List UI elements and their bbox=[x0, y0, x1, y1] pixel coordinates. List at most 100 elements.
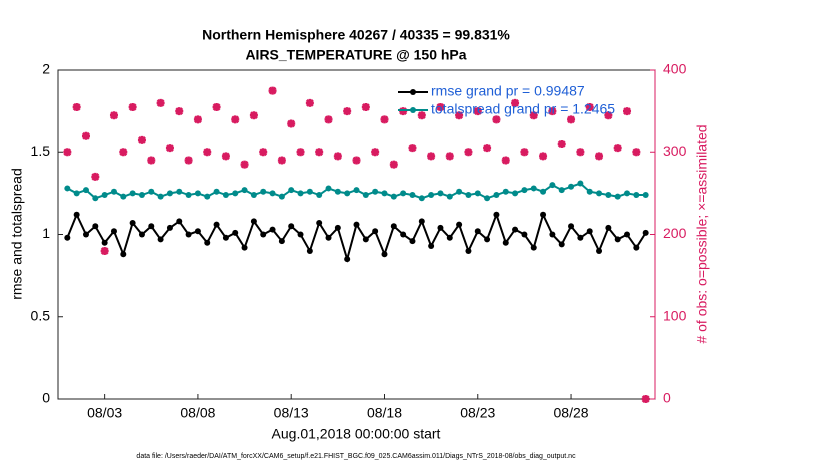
point bbox=[297, 231, 304, 238]
point bbox=[390, 223, 397, 230]
obs-marker bbox=[100, 246, 109, 255]
y-tick-label: 1 bbox=[42, 225, 50, 241]
obs-marker bbox=[156, 98, 165, 107]
point bbox=[110, 228, 117, 235]
y2-tick-label: 300 bbox=[663, 143, 687, 159]
point bbox=[633, 244, 640, 251]
point bbox=[400, 231, 407, 238]
point bbox=[194, 190, 201, 197]
obs-marker bbox=[221, 152, 230, 161]
y2-tick-label: 100 bbox=[663, 307, 687, 323]
point bbox=[82, 187, 89, 194]
obs-marker bbox=[109, 111, 118, 120]
point bbox=[213, 188, 220, 195]
point bbox=[353, 221, 360, 228]
obs-marker bbox=[165, 144, 174, 153]
point bbox=[278, 193, 285, 200]
obs-marker bbox=[399, 107, 408, 116]
point bbox=[633, 192, 640, 199]
obs-marker bbox=[380, 115, 389, 124]
point bbox=[138, 231, 145, 238]
point bbox=[568, 223, 575, 230]
point bbox=[185, 192, 192, 199]
point bbox=[232, 190, 239, 197]
point bbox=[428, 192, 435, 199]
obs-marker bbox=[539, 152, 548, 161]
point bbox=[400, 190, 407, 197]
point bbox=[73, 211, 80, 218]
obs-marker bbox=[548, 107, 557, 116]
point bbox=[101, 192, 108, 199]
point bbox=[493, 192, 500, 199]
y2-axis-label: # of obs: o=possible; ×=assimilated bbox=[694, 124, 710, 343]
point bbox=[269, 190, 276, 197]
obs-marker bbox=[445, 152, 454, 161]
point bbox=[325, 185, 332, 192]
point bbox=[493, 211, 500, 218]
point bbox=[316, 219, 323, 226]
point bbox=[250, 218, 257, 225]
obs-marker bbox=[417, 111, 426, 120]
obs-marker bbox=[193, 115, 202, 124]
obs-marker bbox=[137, 135, 146, 144]
point bbox=[176, 188, 183, 195]
obs-marker bbox=[371, 148, 380, 157]
point bbox=[316, 192, 323, 199]
point bbox=[605, 192, 612, 199]
point bbox=[586, 228, 593, 235]
point bbox=[596, 247, 603, 254]
obs-marker bbox=[501, 156, 510, 165]
obs-marker bbox=[203, 148, 212, 157]
obs-marker bbox=[296, 148, 305, 157]
chart-subtitle: AIRS_TEMPERATURE @ 150 hPa bbox=[245, 47, 466, 63]
point bbox=[521, 187, 528, 194]
x-tick-label: 08/23 bbox=[460, 405, 495, 421]
point bbox=[577, 234, 584, 241]
obs-marker bbox=[249, 111, 258, 120]
x-tick-label: 08/08 bbox=[180, 405, 215, 421]
point bbox=[512, 190, 519, 197]
point bbox=[409, 192, 416, 199]
point bbox=[213, 221, 220, 228]
point bbox=[484, 236, 491, 243]
x-axis-label: Aug.01,2018 00:00:00 start bbox=[272, 426, 441, 442]
obs-marker bbox=[343, 107, 352, 116]
point bbox=[465, 247, 472, 254]
obs-marker bbox=[464, 148, 473, 157]
obs-marker bbox=[408, 144, 417, 153]
obs-marker bbox=[305, 98, 314, 107]
chart-title: Northern Hemisphere 40267 / 40335 = 99.8… bbox=[202, 27, 510, 43]
point bbox=[614, 236, 621, 243]
point bbox=[157, 236, 164, 243]
obs-marker bbox=[520, 148, 529, 157]
obs-marker bbox=[604, 111, 613, 120]
point bbox=[334, 188, 341, 195]
y-tick-label: 0 bbox=[42, 390, 50, 406]
obs-marker bbox=[511, 98, 520, 107]
legend-marker bbox=[410, 89, 416, 95]
legend-marker bbox=[410, 107, 416, 113]
obs-marker bbox=[119, 148, 128, 157]
obs-marker bbox=[473, 107, 482, 116]
point bbox=[586, 188, 593, 195]
point bbox=[624, 231, 631, 238]
point bbox=[344, 190, 351, 197]
point bbox=[260, 231, 267, 238]
point bbox=[530, 244, 537, 251]
point bbox=[512, 226, 519, 233]
point bbox=[204, 193, 211, 200]
legend-label: rmse grand pr = 0.99487 bbox=[431, 83, 585, 99]
point bbox=[166, 190, 173, 197]
point bbox=[418, 195, 425, 202]
y-tick-label: 2 bbox=[42, 61, 50, 77]
point bbox=[222, 234, 229, 241]
y-tick-label: 0.5 bbox=[31, 307, 51, 323]
point bbox=[502, 239, 509, 246]
point bbox=[428, 243, 435, 250]
y2-tick-label: 200 bbox=[663, 225, 687, 241]
obs-marker bbox=[259, 148, 268, 157]
point bbox=[596, 190, 603, 197]
point bbox=[204, 239, 211, 246]
obs-marker bbox=[72, 103, 81, 112]
